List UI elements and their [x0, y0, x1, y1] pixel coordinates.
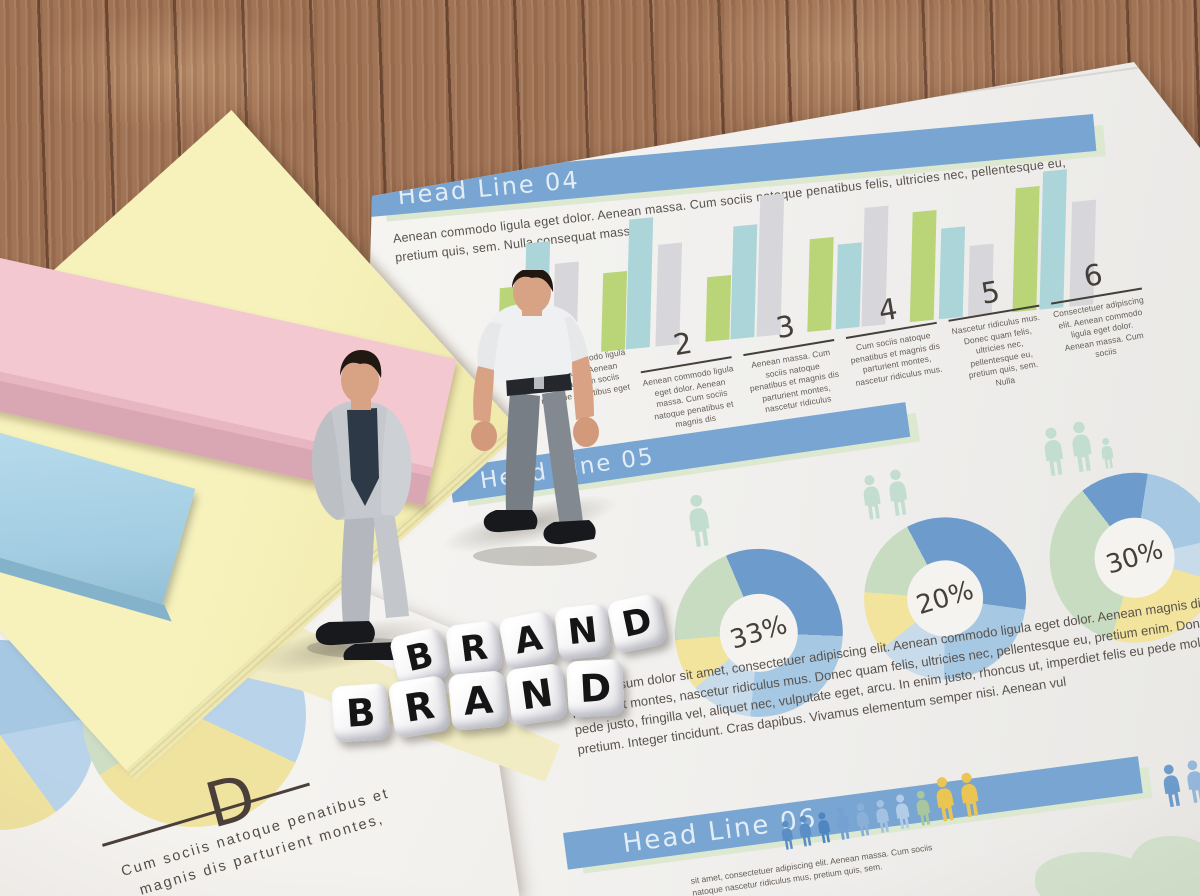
trouser-leg	[542, 390, 583, 526]
letter-die: D	[606, 592, 668, 655]
hair	[340, 350, 382, 378]
sleeve	[564, 316, 588, 362]
trouser-leg	[341, 513, 375, 624]
letter-die: N	[505, 662, 569, 727]
fist	[573, 417, 599, 447]
figurine-shirt-man	[471, 270, 599, 566]
letter-die: R	[445, 620, 504, 678]
shirt	[485, 302, 584, 382]
shoe	[483, 510, 538, 533]
sleeve	[477, 322, 502, 370]
letter-die: N	[554, 603, 612, 661]
shoe	[343, 642, 402, 660]
trouser-leg	[373, 511, 409, 618]
face	[513, 270, 551, 314]
letter-die: R	[387, 674, 452, 739]
letter-die: D	[566, 658, 625, 718]
face	[341, 357, 379, 403]
belt-buckle	[534, 376, 544, 389]
jacket-lapel	[311, 410, 345, 520]
map-shape	[1130, 836, 1200, 896]
jacket-lapel	[381, 408, 412, 516]
shoe	[543, 520, 596, 545]
forearm	[572, 356, 594, 420]
hair	[512, 270, 554, 292]
letter-die: A	[447, 670, 509, 731]
vest-tie	[347, 408, 379, 506]
shoe	[315, 621, 375, 646]
letter-die: A	[497, 609, 559, 671]
fist	[471, 421, 497, 451]
letter-die: B	[330, 683, 391, 743]
figurine-suit-man	[307, 350, 423, 660]
forearm	[473, 366, 494, 422]
trouser-leg	[505, 392, 540, 514]
